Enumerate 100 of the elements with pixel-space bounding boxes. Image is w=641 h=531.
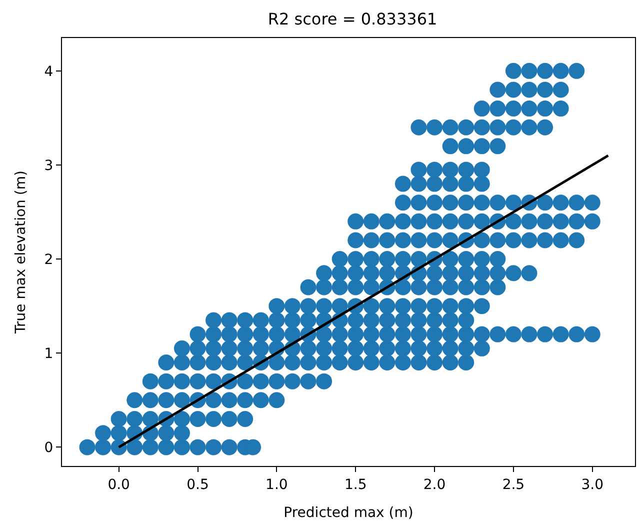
point: [158, 392, 174, 408]
point: [474, 251, 490, 268]
point: [426, 176, 443, 192]
point: [394, 194, 411, 211]
point: [474, 279, 490, 296]
x-tick-label: 2.0: [423, 476, 446, 493]
point: [300, 354, 316, 371]
point: [379, 265, 396, 282]
point: [363, 298, 380, 314]
point: [268, 354, 285, 371]
point: [237, 340, 254, 356]
point: [505, 326, 522, 342]
point: [426, 213, 443, 230]
point: [490, 194, 506, 211]
point: [316, 373, 332, 390]
point: [237, 410, 254, 427]
point: [158, 425, 174, 442]
point: [394, 340, 411, 356]
point: [206, 340, 222, 356]
point: [363, 265, 380, 282]
y-tick-label: 2: [44, 252, 54, 268]
point: [426, 232, 443, 248]
point: [206, 439, 222, 456]
point: [458, 298, 474, 314]
point: [348, 312, 364, 328]
x-tick-label: 1.5: [344, 476, 367, 493]
point: [126, 392, 143, 408]
point: [174, 439, 190, 456]
point: [490, 279, 506, 296]
point: [284, 298, 300, 314]
point: [490, 232, 506, 248]
point: [206, 326, 222, 342]
point: [394, 232, 411, 248]
chart-title: R2 score = 0.833361: [268, 9, 438, 28]
point: [332, 340, 348, 356]
point: [505, 232, 522, 248]
point: [458, 326, 474, 342]
point: [237, 392, 254, 408]
point: [426, 265, 443, 282]
point: [442, 279, 458, 296]
point: [410, 119, 427, 136]
point: [505, 265, 522, 282]
point: [394, 251, 411, 268]
point: [442, 265, 458, 282]
point: [332, 298, 348, 314]
point: [442, 298, 458, 314]
y-tick-label: 0: [44, 440, 54, 456]
point: [442, 232, 458, 248]
point: [126, 410, 143, 427]
point: [426, 354, 443, 371]
point: [300, 312, 316, 328]
point: [552, 213, 569, 230]
point: [537, 119, 554, 136]
point: [521, 326, 538, 342]
point: [505, 119, 522, 136]
point: [237, 354, 254, 371]
point: [206, 392, 222, 408]
point: [442, 176, 458, 192]
point: [474, 232, 490, 248]
point: [221, 354, 238, 371]
point: [426, 326, 443, 342]
point: [458, 265, 474, 282]
point: [426, 312, 443, 328]
point: [537, 62, 554, 79]
point: [552, 194, 569, 211]
point: [474, 162, 490, 178]
point: [537, 100, 554, 117]
point: [174, 410, 190, 427]
x-tick-label: 3.0: [581, 476, 604, 493]
point: [221, 326, 238, 342]
point: [95, 425, 112, 442]
x-tick-label: 0.0: [108, 476, 130, 493]
point: [268, 298, 285, 314]
point: [379, 312, 396, 328]
point: [410, 326, 427, 342]
point: [363, 312, 380, 328]
point: [552, 326, 569, 342]
point: [348, 340, 364, 356]
point: [490, 326, 506, 342]
point: [505, 194, 522, 211]
point: [426, 340, 443, 356]
point: [442, 326, 458, 342]
point: [521, 100, 538, 117]
point: [474, 194, 490, 211]
point: [190, 354, 206, 371]
point: [300, 298, 316, 314]
point: [174, 392, 190, 408]
point: [458, 213, 474, 230]
point: [348, 213, 364, 230]
point: [537, 213, 554, 230]
point: [394, 326, 411, 342]
point: [410, 251, 427, 268]
point: [190, 373, 206, 390]
point: [410, 312, 427, 328]
point: [410, 162, 427, 178]
point: [410, 194, 427, 211]
point: [490, 82, 506, 98]
x-tick-label: 1.0: [266, 476, 288, 493]
y-axis-title: True max elevation (m): [12, 170, 29, 334]
point: [142, 410, 158, 427]
